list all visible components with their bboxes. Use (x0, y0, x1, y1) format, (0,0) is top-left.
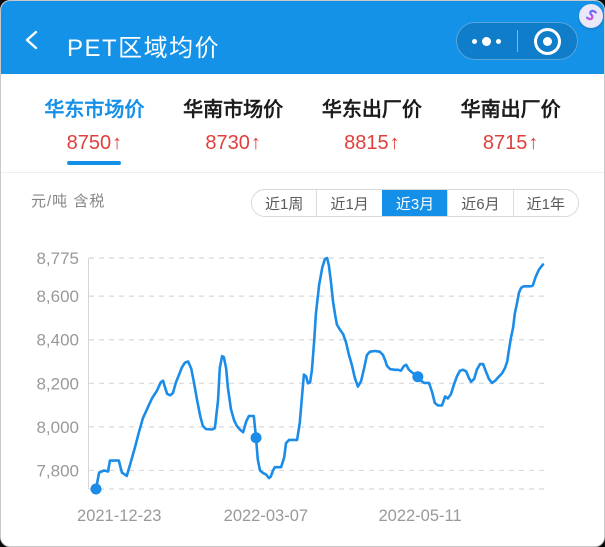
tab-label: 华东市场价 (44, 99, 145, 121)
up-arrow-icon: ↑ (250, 132, 261, 154)
tab-label: 华南出厂价 (460, 99, 561, 121)
marker-dot (412, 371, 424, 383)
price-line (94, 256, 545, 491)
target-circle-icon (533, 27, 561, 55)
marker-dot (250, 432, 262, 444)
chart-canvas[interactable]: 隆搜8,7758,6008,4008,2008,0007,8002021-12-… (1, 226, 605, 547)
chevron-left-icon (25, 30, 38, 50)
y-axis-label: 8,600 (36, 287, 79, 306)
y-axis-label: 8,400 (36, 331, 79, 350)
tab-price: 8715↑ (482, 132, 539, 154)
dot-icon (482, 36, 492, 46)
range-近1周[interactable]: 近1周 (265, 195, 304, 213)
price-chart[interactable]: 隆搜8,7758,6008,4008,2008,0007,8002021-12-… (1, 226, 605, 547)
dot-icon (472, 38, 478, 44)
tab-华南市场价[interactable]: 华南市场价 8730↑ (164, 74, 303, 172)
time-range-selector: 近1周 近1月 近3月 近6月 近1年 (251, 189, 579, 217)
unit-label: 元/吨 含税 (31, 193, 106, 210)
close-home-button[interactable] (518, 23, 578, 59)
s-curve-icon (585, 9, 597, 21)
x-axis-label: 2021-12-23 (77, 507, 161, 525)
filter-row: 元/吨 含税 近1周 近1月 近3月 近6月 近1年 (1, 173, 604, 226)
capsule-divider (516, 30, 518, 52)
up-arrow-icon: ↑ (112, 132, 123, 154)
y-axis-label: 8,775 (36, 249, 79, 268)
y-axis-label: 7,800 (36, 461, 79, 480)
up-arrow-icon: ↑ (389, 132, 400, 154)
wechat-capsule (456, 22, 578, 60)
tab-price: 8815↑ (344, 132, 400, 154)
floating-assistant-badge[interactable] (579, 4, 603, 28)
range-近1年[interactable]: 近1年 (512, 190, 578, 216)
page-title: PET区域均价 (67, 35, 221, 62)
x-axis-label: 2022-05-11 (378, 507, 461, 525)
tab-华东市场价[interactable]: 华东市场价 8750↑ (25, 74, 164, 172)
marker-dot (90, 483, 102, 495)
back-button[interactable] (19, 27, 45, 53)
range-近1月[interactable]: 近1月 (316, 190, 381, 216)
more-button[interactable] (457, 23, 517, 59)
tab-华南出厂价[interactable]: 华南出厂价 8715↑ (441, 74, 580, 172)
tab-label: 华东出厂价 (321, 99, 422, 121)
y-axis-label: 8,200 (36, 374, 79, 393)
selected-tab-underline (67, 161, 122, 165)
range-近6月[interactable]: 近6月 (447, 190, 512, 216)
tab-label: 华南市场价 (183, 99, 284, 121)
header: PET区域均价 (1, 1, 604, 74)
price-tabs: 华东市场价 8750↑ 华南市场价 8730↑ 华东出厂价 8815↑ 华南出厂价 8715↑ (1, 74, 604, 173)
y-axis-label: 8,000 (36, 418, 79, 437)
tab-price: 8730↑ (205, 132, 261, 154)
range-近3月[interactable]: 近3月 (381, 190, 448, 216)
tab-price: 8750↑ (66, 132, 123, 154)
up-arrow-icon: ↑ (528, 132, 539, 154)
tab-华东出厂价[interactable]: 华东出厂价 8815↑ (303, 74, 442, 172)
dot-icon (496, 38, 502, 44)
x-axis-label: 2022-03-07 (224, 507, 308, 525)
